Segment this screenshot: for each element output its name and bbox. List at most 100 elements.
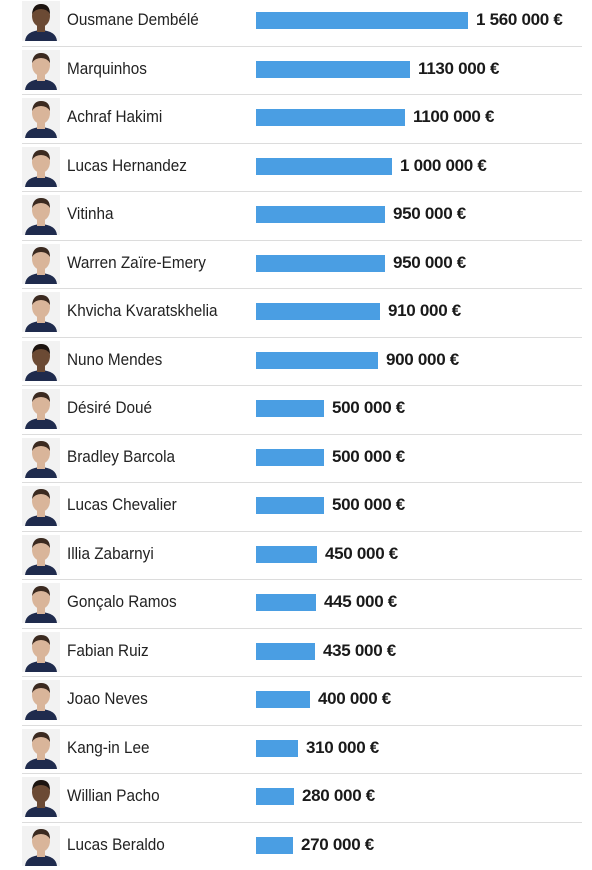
player-name: Willian Pacho [67,786,160,806]
player-name: Gonçalo Ramos [67,592,177,612]
player-portrait-icon [22,98,60,138]
row-divider [22,191,582,192]
row-divider [22,434,582,435]
salary-value-label: 1100 000 € [413,107,494,127]
row-divider [22,628,582,629]
row-divider [22,773,582,774]
chart-row: Marquinhos 1130 000 € [0,46,592,95]
salary-bar [256,109,405,126]
row-divider [22,337,582,338]
player-name: Lucas Chevalier [67,495,177,515]
player-portrait-icon [22,341,60,381]
salary-value-label: 310 000 € [306,738,379,758]
chart-row: Ousmane Dembélé 1 560 000 € [0,0,592,46]
player-portrait-icon [22,826,60,866]
player-portrait-icon [22,583,60,623]
row-divider [22,385,582,386]
salary-bar [256,740,298,757]
chart-row: Joao Neves 400 000 € [0,676,592,725]
salary-value-label: 910 000 € [388,301,461,321]
salary-value-label: 950 000 € [393,253,466,273]
player-name: Joao Neves [67,689,148,709]
player-portrait-icon [22,195,60,235]
chart-row: Fabian Ruiz 435 000 € [0,628,592,677]
salary-bar [256,594,316,611]
salary-value-label: 270 000 € [301,835,374,855]
row-divider [22,482,582,483]
salary-bar [256,352,378,369]
player-portrait-icon [22,438,60,478]
player-name: Nuno Mendes [67,350,162,370]
salary-value-label: 450 000 € [325,544,398,564]
chart-row: Warren Zaïre-Emery 950 000 € [0,240,592,289]
chart-row: Lucas Chevalier 500 000 € [0,482,592,531]
player-name: Kang-in Lee [67,738,150,758]
player-name: Illia Zabarnyi [67,544,154,564]
player-portrait-icon [22,729,60,769]
row-divider [22,240,582,241]
salary-bar [256,158,392,175]
salary-bar [256,643,315,660]
player-portrait-icon [22,389,60,429]
player-name: Fabian Ruiz [67,641,149,661]
salary-value-label: 500 000 € [332,495,405,515]
chart-row: Désiré Doué 500 000 € [0,385,592,434]
salary-value-label: 1130 000 € [418,59,499,79]
player-name: Marquinhos [67,59,147,79]
player-name: Ousmane Dembélé [67,10,199,30]
player-portrait-icon [22,147,60,187]
row-divider [22,531,582,532]
row-divider [22,143,582,144]
player-name: Achraf Hakimi [67,107,162,127]
chart-row: Achraf Hakimi 1100 000 € [0,94,592,143]
player-portrait-icon [22,486,60,526]
salary-value-label: 1 560 000 € [476,10,563,30]
player-name: Khvicha Kvaratskhelia [67,301,218,321]
player-name: Lucas Hernandez [67,156,187,176]
chart-row: Lucas Beraldo 270 000 € [0,822,592,870]
player-portrait-icon [22,680,60,720]
salary-bar [256,255,385,272]
salary-bar [256,206,385,223]
chart-row: Vitinha 950 000 € [0,191,592,240]
chart-row: Khvicha Kvaratskhelia 910 000 € [0,288,592,337]
row-divider [22,822,582,823]
row-divider [22,676,582,677]
salary-value-label: 500 000 € [332,447,405,467]
player-name: Lucas Beraldo [67,835,165,855]
player-name: Désiré Doué [67,398,152,418]
chart-row: Nuno Mendes 900 000 € [0,337,592,386]
player-portrait-icon [22,535,60,575]
chart-row: Willian Pacho 280 000 € [0,773,592,822]
salary-bar [256,837,293,854]
salary-value-label: 435 000 € [323,641,396,661]
player-portrait-icon [22,244,60,284]
salary-bar [256,400,324,417]
salary-bar [256,449,324,466]
salary-bar [256,61,410,78]
player-name: Vitinha [67,204,114,224]
salary-bar [256,497,324,514]
row-divider [22,46,582,47]
player-name: Warren Zaïre-Emery [67,253,206,273]
row-divider [22,725,582,726]
player-portrait-icon [22,292,60,332]
salary-value-label: 500 000 € [332,398,405,418]
salary-bar [256,691,310,708]
salary-bar [256,788,294,805]
player-portrait-icon [22,777,60,817]
salary-bar [256,12,468,29]
salary-value-label: 900 000 € [386,350,459,370]
salary-bar [256,546,317,563]
chart-row: Kang-in Lee 310 000 € [0,725,592,774]
chart-row: Illia Zabarnyi 450 000 € [0,531,592,580]
salary-value-label: 400 000 € [318,689,391,709]
salary-value-label: 280 000 € [302,786,375,806]
player-portrait-icon [22,1,60,41]
row-divider [22,288,582,289]
salary-value-label: 950 000 € [393,204,466,224]
